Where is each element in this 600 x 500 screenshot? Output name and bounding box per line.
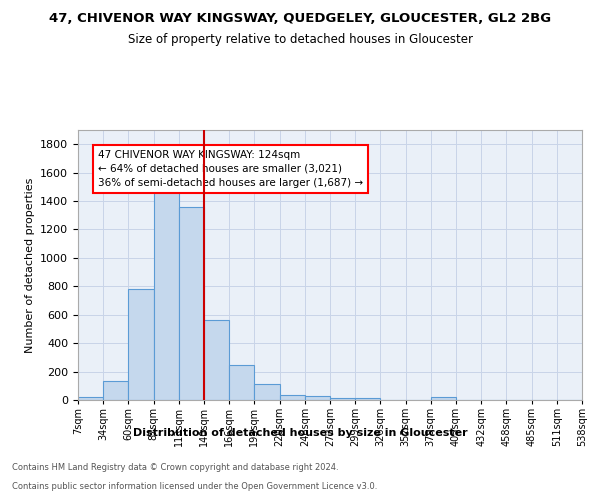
Bar: [355, 398, 380, 400]
Bar: [254, 384, 280, 400]
Text: Distribution of detached houses by size in Gloucester: Distribution of detached houses by size …: [133, 428, 467, 438]
Text: Contains HM Land Registry data © Crown copyright and database right 2024.: Contains HM Land Registry data © Crown c…: [12, 464, 338, 472]
Bar: [305, 396, 330, 400]
Bar: [280, 395, 305, 400]
Bar: [154, 191, 179, 400]
Text: 47 CHIVENOR WAY KINGSWAY: 124sqm
← 64% of detached houses are smaller (3,021)
36: 47 CHIVENOR WAY KINGSWAY: 124sqm ← 64% o…: [98, 150, 363, 188]
Bar: [103, 381, 128, 400]
Text: Size of property relative to detached houses in Gloucester: Size of property relative to detached ho…: [128, 32, 473, 46]
Bar: [78, 397, 103, 400]
Text: Contains public sector information licensed under the Open Government Licence v3: Contains public sector information licen…: [12, 482, 377, 491]
Y-axis label: Number of detached properties: Number of detached properties: [25, 178, 35, 352]
Bar: [229, 365, 254, 400]
Bar: [128, 289, 154, 400]
Bar: [330, 398, 355, 400]
Bar: [204, 320, 229, 400]
Bar: [179, 206, 204, 400]
Bar: [431, 397, 456, 400]
Text: 47, CHIVENOR WAY KINGSWAY, QUEDGELEY, GLOUCESTER, GL2 2BG: 47, CHIVENOR WAY KINGSWAY, QUEDGELEY, GL…: [49, 12, 551, 26]
